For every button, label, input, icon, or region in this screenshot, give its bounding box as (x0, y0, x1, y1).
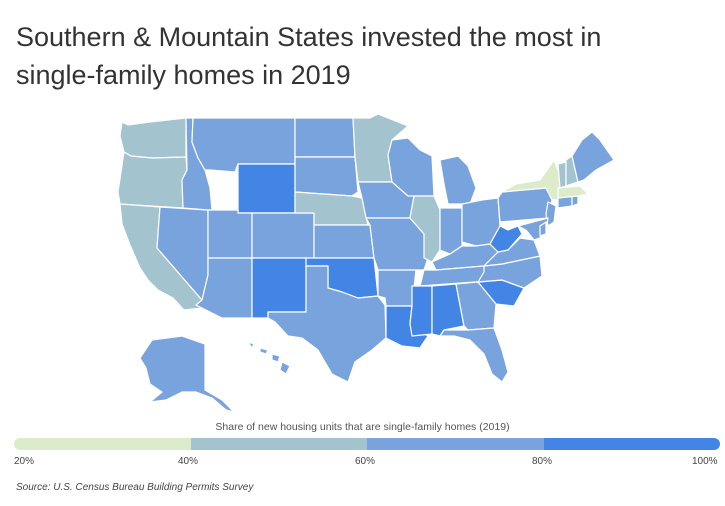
title-line-1: Southern & Mountain States invested the … (16, 22, 602, 52)
legend-label-100: 100% (692, 456, 718, 467)
state-vermont[interactable] (557, 161, 567, 189)
state-massachusetts[interactable] (557, 185, 589, 199)
legend-title: Share of new housing units that are sing… (215, 421, 510, 433)
state-texas[interactable] (267, 265, 387, 383)
legend-label-20: 20% (14, 456, 35, 467)
source-note: Source: U.S. Census Bureau Building Perm… (16, 482, 254, 493)
state-colorado[interactable] (251, 212, 315, 259)
state-michigan[interactable] (439, 155, 477, 205)
title-line-2: single-family homes in 2019 (16, 60, 351, 90)
legend-bin-60-80 (367, 438, 544, 450)
state-new-mexico[interactable] (251, 257, 307, 319)
legend-bin-80-100 (543, 438, 720, 450)
us-map (117, 113, 615, 413)
state-mississippi[interactable] (409, 285, 433, 337)
state-delaware[interactable] (539, 221, 547, 237)
state-arkansas[interactable] (377, 269, 417, 307)
state-maine[interactable] (571, 131, 615, 183)
state-west-virginia[interactable] (489, 225, 523, 253)
state-hawaii-3[interactable] (271, 353, 281, 363)
state-hawaii[interactable] (247, 341, 255, 349)
state-north-dakota[interactable] (294, 117, 356, 158)
legend-bin-40-60 (190, 438, 367, 450)
legend-bin-20-40 (14, 438, 191, 450)
state-alaska[interactable] (139, 335, 235, 413)
state-hawaii-2[interactable] (259, 347, 269, 355)
color-scale-legend (14, 438, 720, 450)
legend-label-40: 40% (178, 456, 199, 467)
state-oregon[interactable] (117, 151, 188, 209)
state-pennsylvania[interactable] (497, 187, 553, 223)
legend-label-80: 80% (532, 456, 553, 467)
state-wyoming[interactable] (237, 163, 296, 214)
state-south-dakota[interactable] (294, 156, 359, 197)
state-new-jersey[interactable] (545, 201, 557, 227)
state-rhode-island[interactable] (571, 195, 579, 207)
state-utah[interactable] (207, 209, 253, 259)
state-florida[interactable] (439, 327, 509, 383)
state-hawaii-4[interactable] (279, 361, 291, 375)
legend-label-60: 60% (355, 456, 376, 467)
state-indiana[interactable] (439, 207, 463, 255)
chart-title: Southern & Mountain States invested the … (16, 18, 706, 94)
state-washington[interactable] (119, 117, 187, 159)
state-kansas[interactable] (313, 224, 375, 259)
